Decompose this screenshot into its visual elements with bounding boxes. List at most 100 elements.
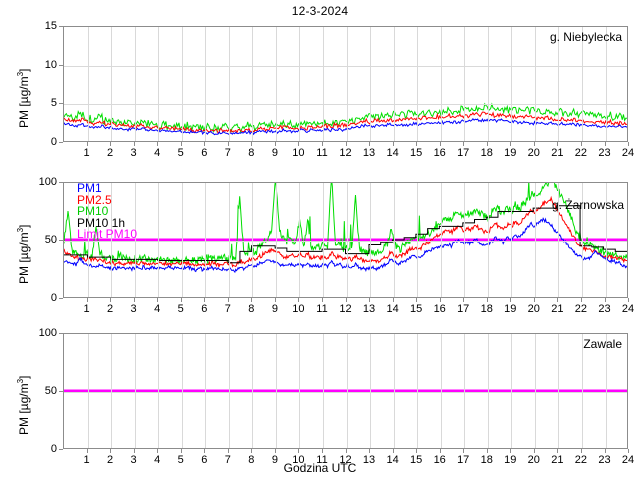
x-tick-mark bbox=[533, 142, 535, 146]
x-tick-mark bbox=[557, 449, 559, 453]
x-tick-label: 24 bbox=[621, 454, 635, 466]
x-tick-mark bbox=[439, 142, 441, 146]
gridline-vertical bbox=[393, 334, 395, 448]
gridline-vertical bbox=[87, 334, 89, 448]
gridline-vertical bbox=[581, 334, 583, 448]
x-tick-label: 18 bbox=[480, 147, 493, 159]
x-tick-mark bbox=[133, 142, 135, 146]
x-tick-mark bbox=[322, 298, 323, 302]
gridline-vertical bbox=[417, 334, 419, 448]
x-tick-label: 7 bbox=[224, 454, 231, 466]
x-tick-mark bbox=[345, 142, 347, 146]
y-tick-label: 0 bbox=[50, 136, 57, 148]
gridline-vertical bbox=[487, 334, 489, 448]
y-tick-mark bbox=[59, 298, 63, 299]
series-canvas-2 bbox=[64, 183, 627, 297]
y-tick-label: 5 bbox=[50, 97, 57, 110]
x-tick-mark bbox=[298, 298, 300, 302]
y-tick-label: 10 bbox=[44, 58, 57, 71]
gridline-vertical bbox=[134, 334, 136, 448]
gridline-vertical bbox=[158, 334, 160, 448]
x-tick-label: 15 bbox=[409, 454, 423, 466]
x-tick-label: 12 bbox=[339, 147, 352, 159]
y-tick-label: 50 bbox=[44, 234, 57, 246]
x-tick-mark bbox=[580, 449, 582, 453]
gridline-vertical bbox=[323, 183, 324, 297]
x-tick-mark bbox=[392, 449, 394, 453]
x-tick-label: 21 bbox=[551, 454, 564, 466]
gridline-vertical bbox=[181, 27, 183, 141]
x-tick-mark bbox=[298, 449, 300, 453]
x-tick-mark bbox=[227, 142, 229, 146]
x-tick-label: 16 bbox=[433, 303, 446, 315]
gridline-vertical bbox=[464, 27, 466, 141]
y-tick-mark bbox=[59, 182, 63, 183]
x-tick-mark bbox=[369, 142, 370, 146]
gridline-vertical bbox=[417, 183, 419, 297]
gridline-vertical bbox=[511, 27, 513, 141]
x-tick-label: 9 bbox=[271, 454, 278, 466]
gridline-vertical bbox=[111, 334, 113, 448]
x-tick-mark bbox=[157, 142, 159, 146]
gridline-vertical bbox=[275, 183, 277, 297]
x-tick-mark bbox=[157, 449, 159, 453]
station-label-1: g. Niebylecka bbox=[549, 30, 622, 44]
x-tick-mark bbox=[180, 449, 182, 453]
x-tick-mark bbox=[227, 298, 229, 302]
series-canvas-1 bbox=[64, 27, 627, 141]
x-tick-mark bbox=[345, 298, 347, 302]
x-tick-label: 22 bbox=[574, 303, 588, 315]
gridline-horizontal bbox=[64, 392, 627, 393]
gridline-vertical bbox=[581, 27, 583, 141]
x-tick-label: 12 bbox=[339, 303, 352, 315]
x-tick-mark bbox=[204, 142, 206, 146]
y-tick-label: 0 bbox=[50, 443, 57, 455]
x-tick-label: 5 bbox=[177, 303, 184, 315]
x-tick-mark bbox=[392, 298, 394, 302]
series-line-pm10-1h bbox=[64, 206, 627, 263]
x-tick-mark bbox=[157, 298, 159, 302]
x-tick-mark bbox=[557, 142, 559, 146]
x-tick-mark bbox=[628, 142, 629, 146]
station-label-3: Zawale bbox=[583, 337, 622, 351]
gridline-vertical bbox=[181, 183, 183, 297]
x-tick-mark bbox=[251, 449, 253, 453]
x-tick-mark bbox=[510, 142, 512, 146]
x-tick-label: 13 bbox=[362, 147, 376, 159]
x-tick-label: 20 bbox=[527, 147, 540, 159]
x-tick-mark bbox=[110, 449, 112, 453]
x-tick-label: 22 bbox=[574, 454, 588, 466]
x-tick-mark bbox=[533, 298, 535, 302]
x-tick-label: 4 bbox=[154, 147, 161, 159]
y-tick-mark bbox=[59, 391, 63, 392]
x-tick-mark bbox=[274, 142, 276, 146]
x-tick-label: 17 bbox=[457, 147, 470, 159]
station-label-2: g. Żarnowska bbox=[551, 198, 624, 212]
x-tick-mark bbox=[416, 449, 418, 453]
x-tick-mark bbox=[110, 298, 112, 302]
x-tick-mark bbox=[133, 449, 135, 453]
legend: PM1 PM2.5 PM10 PM10 1h Limit PM10 bbox=[77, 182, 137, 241]
gridline-vertical bbox=[158, 183, 160, 297]
plot-area-2 bbox=[63, 182, 628, 298]
x-tick-label: 19 bbox=[504, 303, 517, 315]
x-tick-label: 5 bbox=[177, 147, 184, 159]
gridline-vertical bbox=[111, 27, 113, 141]
gridline-vertical bbox=[134, 27, 136, 141]
x-tick-label: 11 bbox=[316, 454, 328, 466]
x-tick-label: 14 bbox=[386, 303, 399, 315]
gridline-vertical bbox=[205, 183, 207, 297]
gridline-vertical bbox=[440, 334, 442, 448]
gridline-vertical bbox=[440, 27, 442, 141]
x-tick-mark bbox=[439, 449, 441, 453]
x-tick-label: 6 bbox=[201, 303, 208, 315]
x-tick-mark bbox=[604, 142, 606, 146]
series-line-pm1 bbox=[64, 119, 627, 135]
x-tick-mark bbox=[416, 298, 418, 302]
series-line-pm10 bbox=[64, 182, 627, 264]
x-tick-label: 24 bbox=[621, 147, 635, 159]
gridline-vertical bbox=[228, 183, 230, 297]
gridline-vertical bbox=[299, 334, 301, 448]
gridline-vertical bbox=[534, 183, 536, 297]
